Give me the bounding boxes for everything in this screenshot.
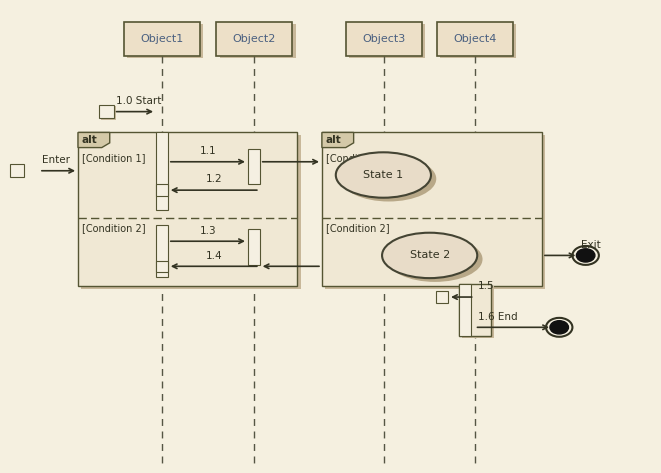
Text: 1.3: 1.3 — [200, 226, 216, 236]
Bar — [325, 135, 545, 289]
Ellipse shape — [382, 233, 477, 278]
Ellipse shape — [341, 156, 436, 201]
Text: 1.0 Start: 1.0 Start — [116, 96, 161, 106]
Bar — [440, 24, 516, 58]
Text: 1.1: 1.1 — [200, 146, 216, 156]
Bar — [156, 225, 168, 277]
Bar — [462, 286, 494, 338]
Bar — [101, 106, 116, 120]
Bar — [248, 149, 260, 184]
Bar — [78, 132, 297, 286]
Bar — [349, 24, 426, 58]
Text: alt: alt — [325, 135, 341, 146]
Text: Object1: Object1 — [140, 34, 184, 44]
Text: Object3: Object3 — [362, 34, 406, 44]
Text: State 2: State 2 — [410, 250, 449, 261]
Text: [Condition 1]: [Condition 1] — [326, 153, 389, 163]
Bar — [459, 284, 471, 336]
Bar — [248, 229, 260, 265]
Bar — [81, 135, 301, 289]
Bar — [99, 105, 114, 118]
Bar — [346, 22, 422, 56]
Bar — [322, 132, 542, 286]
Circle shape — [550, 321, 568, 334]
Text: Enter: Enter — [42, 155, 69, 165]
Text: [Condition 2]: [Condition 2] — [82, 223, 145, 233]
Text: 1.6 End: 1.6 End — [478, 312, 518, 322]
Bar — [459, 284, 491, 336]
Bar — [124, 22, 200, 56]
Bar — [156, 184, 168, 196]
Text: 1.4: 1.4 — [206, 251, 222, 261]
Text: Exit: Exit — [581, 240, 601, 250]
Polygon shape — [78, 132, 110, 148]
Text: alt: alt — [81, 135, 97, 146]
Bar — [219, 24, 296, 58]
Ellipse shape — [387, 236, 483, 282]
Bar — [127, 24, 204, 58]
Bar — [436, 291, 448, 303]
Text: 1.5: 1.5 — [478, 281, 494, 291]
Bar — [217, 22, 292, 56]
Bar — [436, 22, 513, 56]
Circle shape — [576, 249, 595, 262]
Polygon shape — [322, 132, 354, 148]
Text: [Condition 2]: [Condition 2] — [326, 223, 389, 233]
Text: Object2: Object2 — [233, 34, 276, 44]
Text: Object4: Object4 — [453, 34, 496, 44]
Bar — [156, 132, 168, 210]
Text: [Condition 1]: [Condition 1] — [82, 153, 145, 163]
Text: 1.2: 1.2 — [206, 175, 222, 184]
Text: State 1: State 1 — [364, 170, 403, 180]
Bar — [156, 261, 168, 272]
Bar — [10, 164, 24, 177]
Ellipse shape — [336, 152, 431, 198]
